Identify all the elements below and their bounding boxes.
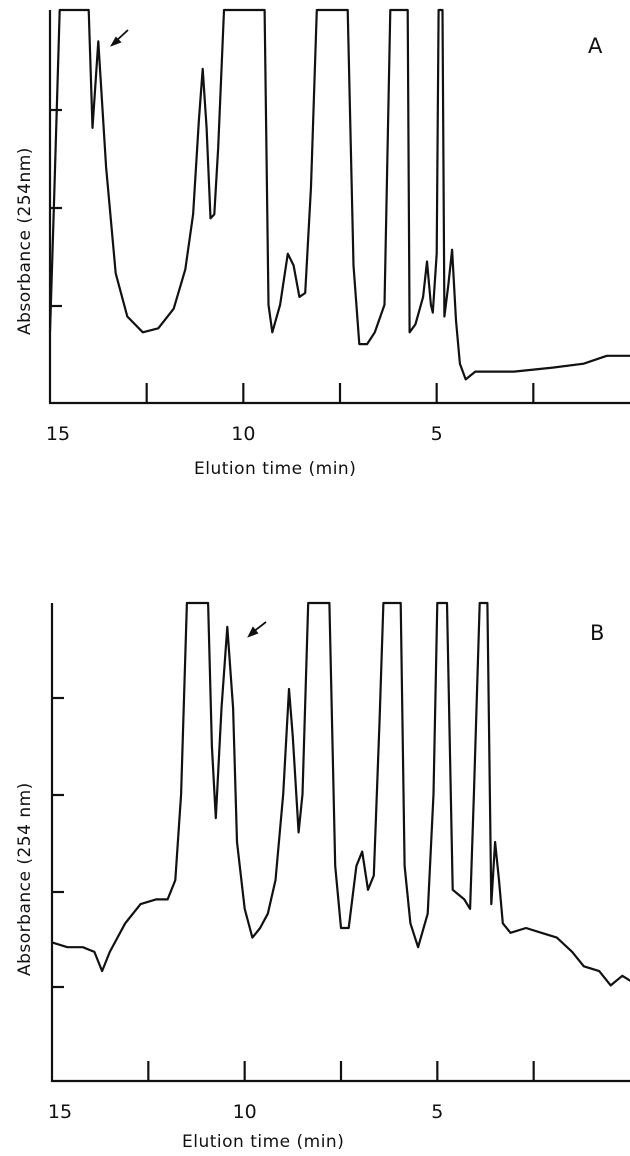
- panel-b-axes: [50, 603, 630, 1083]
- panel-b-x-axis-title: Elution time (min): [182, 1132, 344, 1152]
- panel-b-y-axis-title: Absorbance (254 nm): [15, 782, 35, 976]
- panel-a-letter: A: [588, 34, 603, 58]
- panel-a-x-ticks: [145, 383, 535, 403]
- panel-a-x-tick-label: 5: [431, 423, 443, 445]
- panel-b-x-tick-labels: 15 10 5: [48, 1101, 443, 1123]
- panel-b: 15 10 5 B Absorbance (254 nm) Elution time…: [15, 601, 630, 1152]
- panel-b-arrow: [247, 621, 267, 638]
- panel-a-x-axis-title: Elution time (min): [194, 459, 356, 479]
- panel-b-trace: [50, 601, 630, 987]
- panel-b-letter: B: [590, 621, 604, 645]
- panel-b-x-tick-label: 5: [431, 1101, 443, 1123]
- panel-a-x-tick-label: 10: [231, 423, 255, 445]
- panel-a-x-tick-labels: 15 10 5: [46, 423, 443, 445]
- panel-a-x-tick-label: 15: [46, 423, 70, 445]
- panel-a-axes: [48, 10, 630, 405]
- panel-b-x-tick-label: 15: [48, 1101, 72, 1123]
- panel-b-y-ticks: [52, 696, 64, 989]
- panel-b-x-tick-label: 10: [233, 1101, 257, 1123]
- panel-b-x-ticks: [147, 1061, 535, 1081]
- panel-a: 15 10 5 A Absorbance (254nm) Elution time …: [15, 8, 630, 479]
- panel-a-y-axis-title: Absorbance (254nm): [15, 147, 35, 335]
- panel-a-trace: [48, 8, 630, 381]
- panel-a-arrow: [109, 29, 129, 47]
